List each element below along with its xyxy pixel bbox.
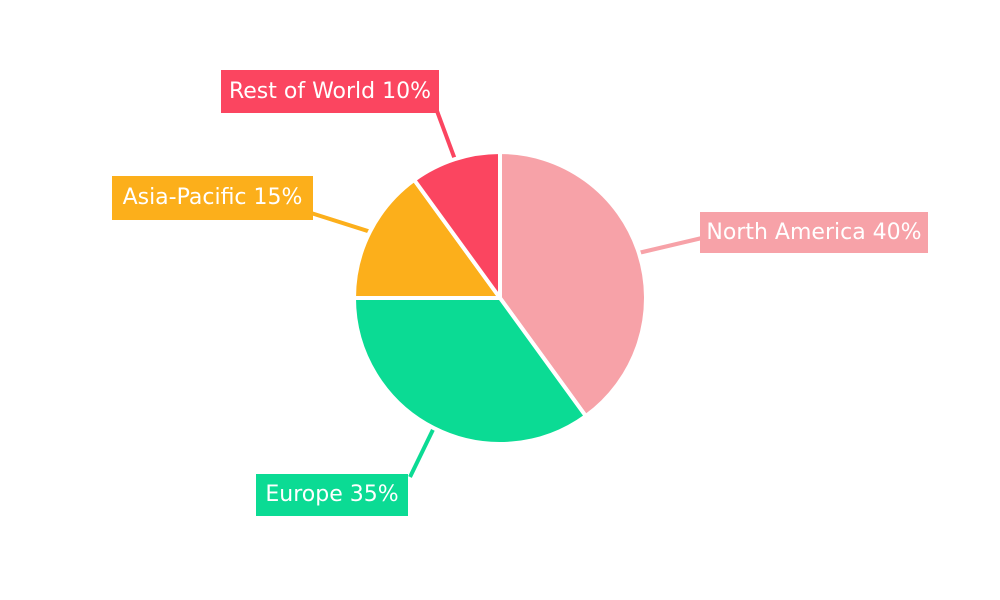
leader-line-asia-pacific	[310, 211, 371, 234]
leader-line-north-america	[638, 236, 703, 255]
slice-label-europe: Europe 35%	[256, 474, 408, 516]
pie-slice-asia-pacific[interactable]	[352, 177, 502, 300]
slice-label-north-america: North America 40%	[700, 212, 928, 253]
pie-slice-rest-of-world[interactable]	[412, 150, 502, 300]
leader-line-rest-of-world	[435, 110, 457, 160]
pie-slice-europe[interactable]	[352, 296, 588, 446]
slice-label-asia-pacific: Asia-Pacific 15%	[112, 176, 313, 220]
leader-line-europe	[408, 427, 436, 478]
slice-label-rest-of-world: Rest of World 10%	[221, 70, 439, 113]
pie-slice-north-america[interactable]	[498, 150, 648, 419]
